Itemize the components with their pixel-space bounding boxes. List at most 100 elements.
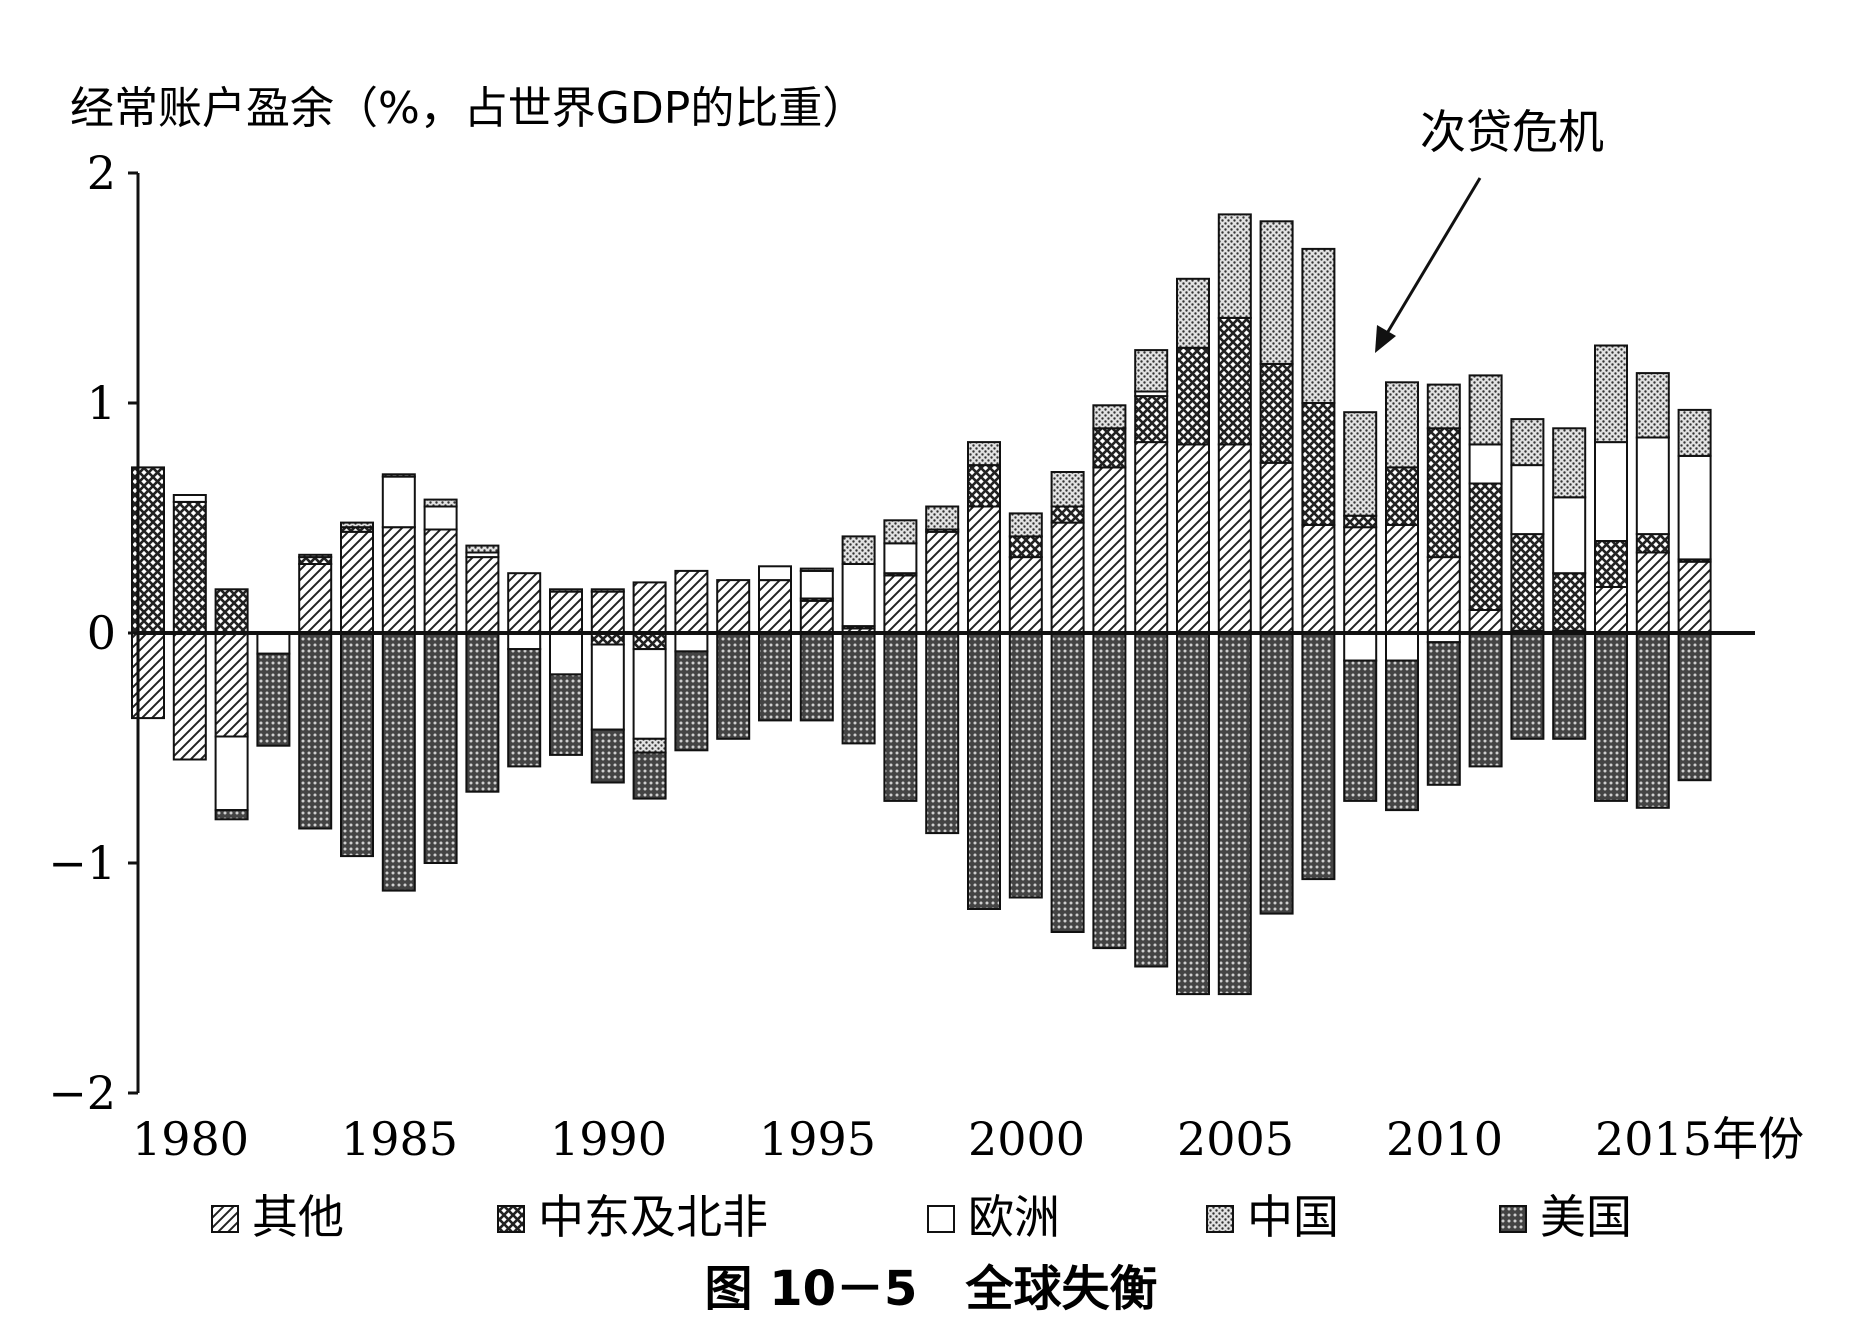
legend-swatch — [927, 1205, 955, 1233]
bar-2012-s3 — [1468, 374, 1503, 446]
x-tick-label: 1995 — [759, 1112, 876, 1166]
bar-1990-s3 — [549, 588, 583, 593]
bar-1982-s0 — [214, 632, 249, 738]
legend-swatch — [211, 1205, 239, 1233]
bar-2003-s1 — [1092, 427, 1127, 469]
x-tick-label: 1980 — [132, 1112, 249, 1166]
bar-1998-s4 — [883, 632, 918, 802]
figure-caption: 图 10－5 全球失衡 — [705, 1261, 1158, 1317]
annotation: 次贷危机 — [1375, 105, 1604, 353]
bar-1984-s1 — [298, 556, 333, 565]
bar-2005-s0 — [1176, 443, 1210, 634]
bar-2014-s1 — [1552, 572, 1587, 632]
bar-1995-s0 — [758, 579, 792, 634]
bar-2013-s3 — [1510, 418, 1545, 467]
bar-1997-s2 — [841, 563, 876, 628]
bar-1996-s3 — [799, 567, 834, 572]
bar-1991-s3 — [590, 588, 625, 593]
bar-2003-s4 — [1092, 632, 1127, 950]
bar-1994-s0 — [716, 579, 751, 634]
legend-swatch — [1206, 1205, 1234, 1233]
bar-2017-s0 — [1677, 560, 1712, 635]
bar-1996-s0 — [799, 599, 834, 634]
bar-2010-s2 — [1385, 632, 1419, 662]
bar-2008-s4 — [1301, 632, 1336, 881]
bar-1987-s0 — [423, 528, 458, 634]
bar-2000-s4 — [967, 632, 1001, 910]
bar-2001-s3 — [1008, 512, 1043, 538]
bar-2009-s0 — [1343, 526, 1378, 635]
legend-label: 中东及北非 — [538, 1190, 768, 1244]
bar-2000-s0 — [967, 505, 1001, 634]
bar-2015-s4 — [1594, 632, 1628, 802]
bar-1992-s4 — [632, 751, 667, 800]
bar-2004-s1 — [1134, 395, 1169, 444]
bar-1988-s4 — [465, 632, 500, 793]
bar-1983-s4 — [256, 652, 291, 747]
bar-2005-s3 — [1176, 277, 1210, 349]
bar-2009-s2 — [1343, 632, 1378, 662]
y-tick-label: 2 — [87, 146, 116, 200]
bar-2016-s1 — [1635, 533, 1670, 554]
bar-2009-s4 — [1343, 659, 1378, 802]
bar-1989-s4 — [507, 648, 542, 768]
annotation-arrow — [1381, 177, 1482, 341]
legend-item: 中东及北非 — [497, 1190, 768, 1244]
x-tick-label: 2000 — [968, 1112, 1085, 1166]
bar-1987-s3 — [423, 498, 458, 508]
bar-2012-s4 — [1468, 632, 1503, 768]
legend-swatch — [497, 1205, 525, 1233]
bar-2015-s0 — [1594, 586, 1628, 634]
bar-2010-s1 — [1385, 466, 1419, 526]
legend-label: 其他 — [252, 1190, 344, 1244]
bar-1991-s4 — [590, 728, 625, 784]
bar-1986-s3 — [381, 473, 416, 478]
bar-2000-s3 — [967, 441, 1001, 467]
bar-2002-s3 — [1050, 471, 1085, 508]
annotation-arrowhead — [1375, 325, 1396, 353]
legend-item: 美国 — [1499, 1190, 1632, 1244]
bar-2015-s1 — [1594, 540, 1628, 588]
bar-2012-s0 — [1468, 609, 1503, 634]
bar-1988-s3 — [465, 544, 500, 554]
bar-2017-s2 — [1677, 454, 1712, 561]
legend-item: 欧洲 — [927, 1190, 1060, 1244]
bar-2007-s0 — [1259, 461, 1294, 634]
bar-1985-s0 — [340, 530, 374, 634]
bar-2008-s3 — [1301, 247, 1336, 404]
bar-2016-s3 — [1635, 372, 1670, 439]
bar-1981-s2 — [172, 494, 207, 503]
bar-1998-s2 — [883, 542, 918, 575]
bar-2001-s1 — [1008, 535, 1043, 559]
bar-1992-s1 — [632, 632, 667, 651]
bar-2002-s1 — [1050, 505, 1085, 524]
bar-2007-s3 — [1259, 220, 1294, 365]
bar-1981-s0 — [172, 632, 207, 761]
bar-2010-s3 — [1385, 381, 1419, 469]
bar-2006-s4 — [1217, 632, 1252, 996]
bar-1994-s4 — [716, 632, 751, 740]
bar-1986-s4 — [381, 632, 416, 892]
bar-2015-s2 — [1594, 441, 1628, 543]
bar-2011-s0 — [1426, 556, 1461, 634]
plot-area: 2 1 0 −1 −2 1980 1985 1990 1995 2000 2005 2010 2015… — [48, 146, 1804, 1166]
bar-1986-s0 — [381, 526, 416, 635]
legend-label: 中国 — [1247, 1190, 1339, 1244]
bar-1986-s2 — [381, 475, 416, 529]
bar-2016-s0 — [1635, 551, 1670, 634]
bar-2003-s0 — [1092, 466, 1127, 634]
legend: 其他 中东及北非 欧洲 中国 美国 — [211, 1190, 1632, 1244]
bar-1984-s0 — [298, 563, 333, 634]
bar-1998-s0 — [883, 574, 918, 634]
y-axis-label: 经常账户盈余（%，占世界GDP的比重） — [70, 83, 866, 134]
bar-1985-s3 — [340, 521, 374, 529]
y-ticks: 2 1 0 −1 −2 — [48, 146, 138, 1120]
bar-2006-s1 — [1217, 316, 1252, 446]
legend-swatch — [1499, 1205, 1527, 1233]
bar-2015-s3 — [1594, 344, 1628, 444]
bar-1987-s2 — [423, 505, 458, 531]
bar-2012-s1 — [1468, 482, 1503, 611]
bar-2011-s4 — [1426, 641, 1461, 786]
bar-1995-s2 — [758, 565, 792, 582]
bar-2006-s3 — [1217, 213, 1252, 319]
